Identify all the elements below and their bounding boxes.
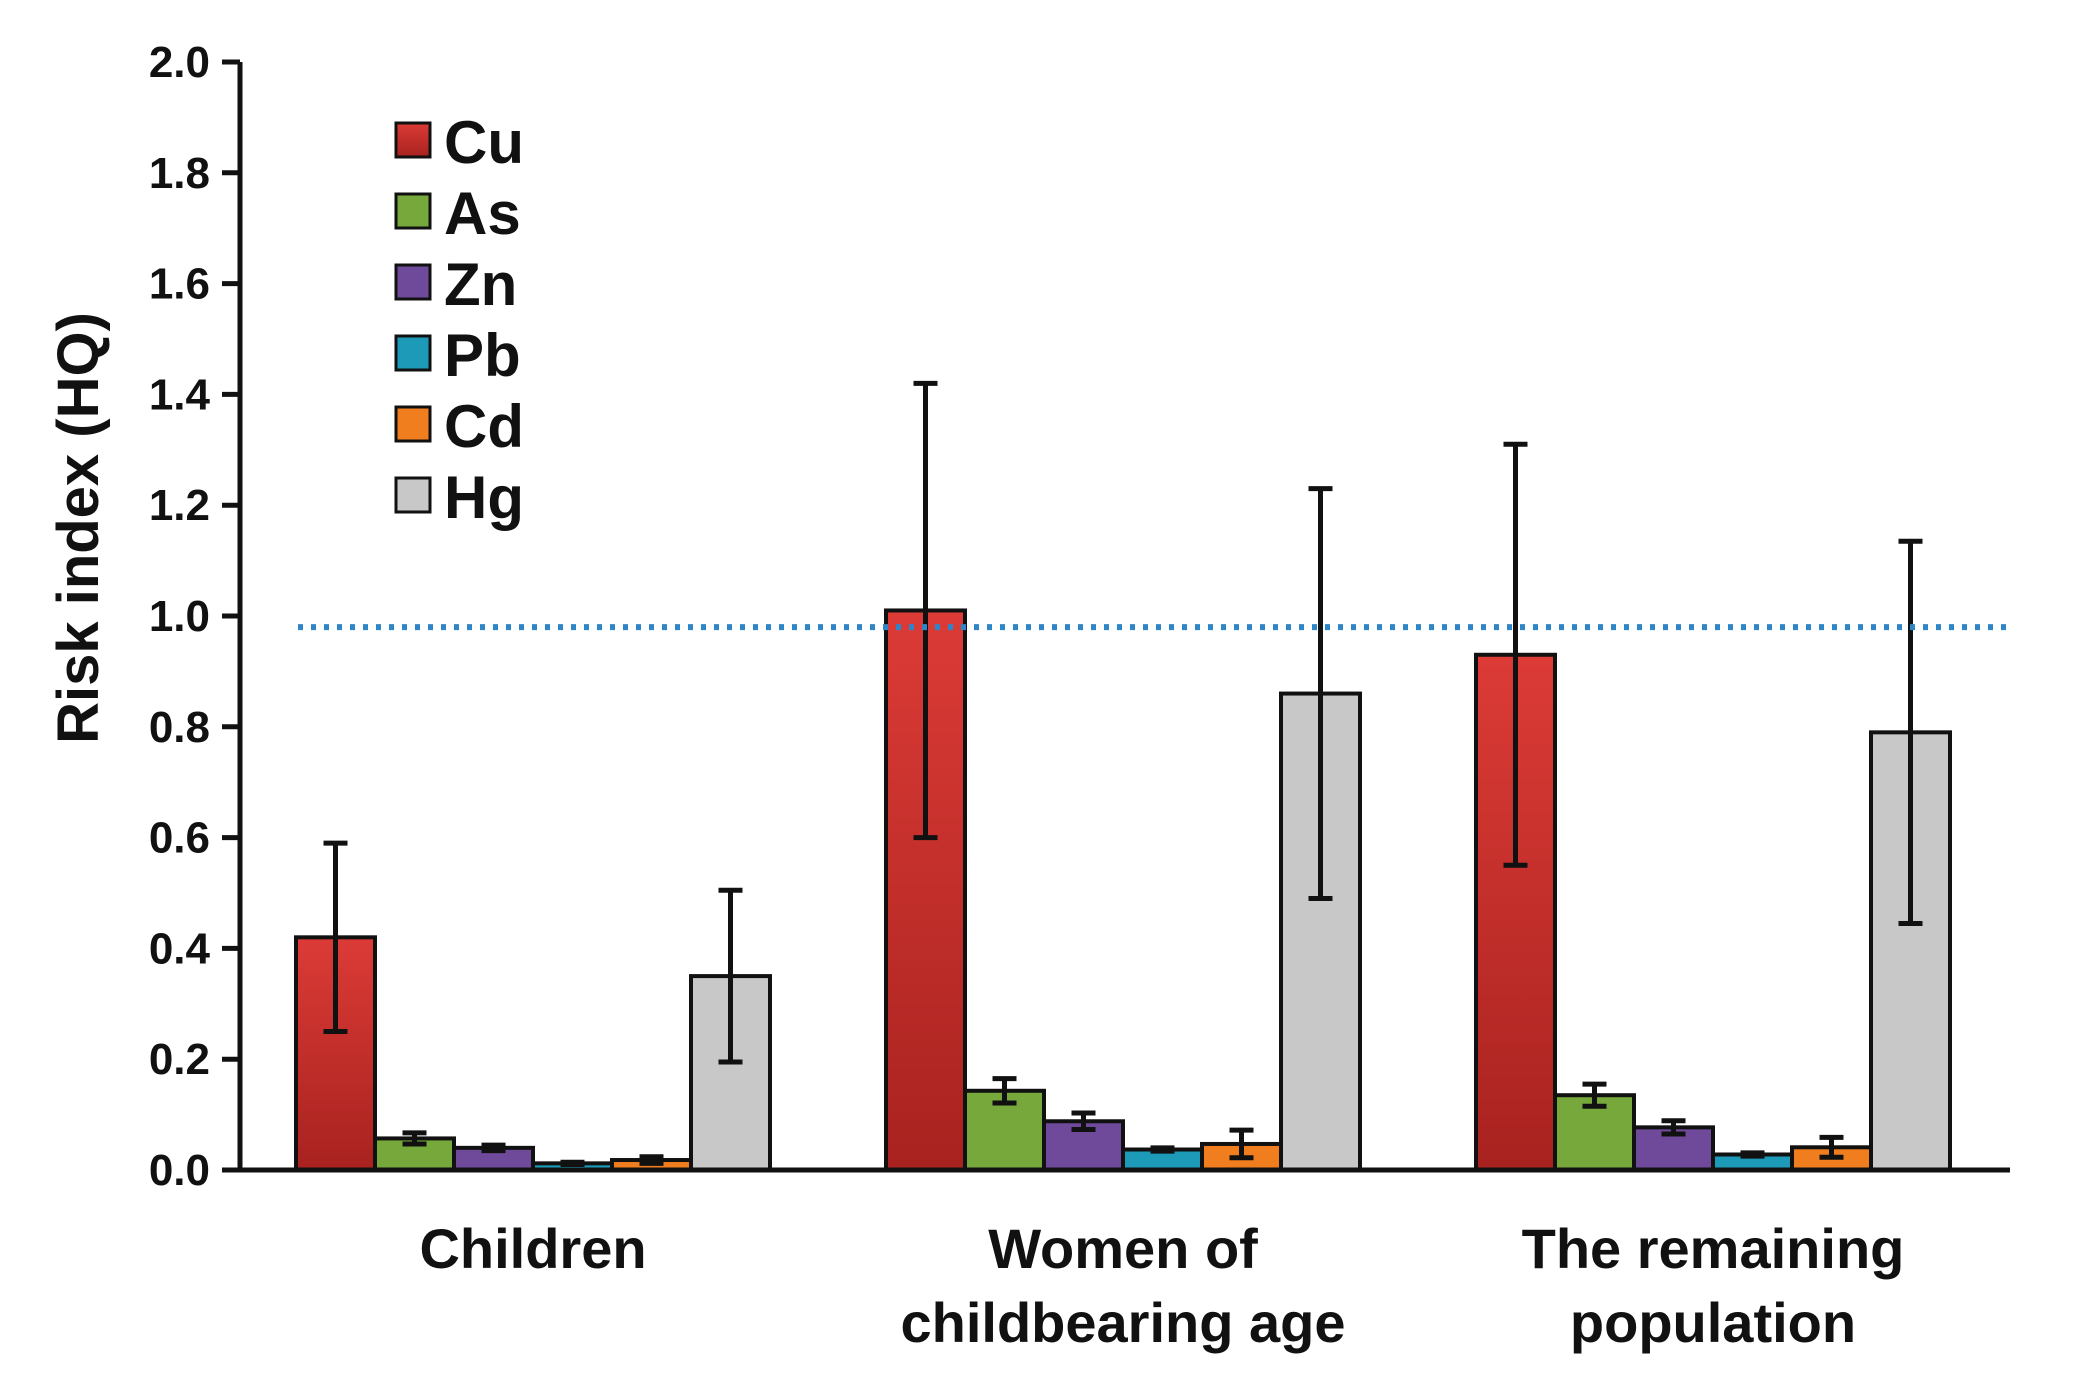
legend-swatch	[394, 405, 432, 443]
y-tick-labels: 0.0 0.2 0.4 0.6 0.8 1.0 1.2 1.4 1.6 1.8 2.0	[149, 38, 240, 1195]
error-bar-cu	[1503, 441, 1528, 868]
legend-label: Zn	[444, 251, 517, 318]
error-bar-pb	[560, 1159, 585, 1167]
y-tick-label: 0.6	[149, 814, 210, 863]
legend-label: Hg	[444, 464, 524, 531]
x-category-label: childbearing age	[901, 1291, 1346, 1354]
legend-item-pb: Pb	[394, 322, 521, 389]
error-bar-hg	[1308, 486, 1333, 902]
error-bar-pb	[1150, 1145, 1175, 1154]
x-category-label: Women of	[988, 1217, 1258, 1280]
legend-swatch	[394, 476, 432, 514]
y-axis-title-group: Risk index (HQ)	[46, 312, 111, 744]
error-bar-as	[992, 1076, 1017, 1106]
legend-label: As	[444, 180, 521, 247]
legend-item-cu: Cu	[394, 109, 524, 176]
legend-swatch	[394, 263, 432, 301]
y-tick-label: 1.8	[149, 149, 210, 198]
y-axis-title: Risk index (HQ)	[46, 312, 111, 744]
error-bar-as	[402, 1130, 427, 1147]
x-category-labels: Children Women of childbearing age The rema…	[419, 1217, 1904, 1354]
error-bar-hg	[1898, 538, 1923, 926]
y-tick-label: 0.0	[149, 1146, 210, 1195]
legend-item-hg: Hg	[394, 464, 524, 531]
error-bar-zn	[481, 1142, 506, 1154]
legend-swatch	[394, 121, 432, 159]
x-category-label: population	[1570, 1291, 1856, 1354]
error-bar-cd	[1229, 1127, 1254, 1161]
error-bar-as	[1582, 1081, 1607, 1109]
legend-item-cd: Cd	[394, 393, 524, 460]
legend-label: Pb	[444, 322, 521, 389]
legend-item-zn: Zn	[394, 251, 517, 318]
legend-label: Cd	[444, 393, 524, 460]
error-bars	[323, 380, 1923, 1167]
error-bar-cd	[639, 1154, 664, 1166]
y-tick-label: 0.2	[149, 1035, 210, 1084]
error-bar-cu	[323, 840, 348, 1034]
error-bar-hg	[718, 887, 743, 1065]
error-bar-pb	[1740, 1150, 1765, 1159]
legend-swatch	[394, 334, 432, 372]
legend-item-as: As	[394, 180, 521, 247]
bars	[294, 608, 1952, 1173]
legend-label: Cu	[444, 109, 524, 176]
error-bar-zn	[1661, 1118, 1686, 1137]
legend-swatch	[394, 192, 432, 230]
y-tick-label: 1.6	[149, 260, 210, 309]
y-tick-label: 0.8	[149, 703, 210, 752]
y-tick-label: 1.4	[149, 370, 211, 419]
error-bar-zn	[1071, 1110, 1096, 1133]
x-category-label: The remaining	[1522, 1217, 1905, 1280]
error-bar-cd	[1819, 1134, 1844, 1160]
x-category-label: Children	[419, 1217, 646, 1280]
error-bar-cu	[913, 380, 938, 841]
y-tick-label: 1.0	[149, 592, 210, 641]
y-tick-label: 1.2	[149, 481, 210, 530]
y-tick-label: 2.0	[149, 38, 210, 87]
y-tick-label: 0.4	[149, 924, 211, 973]
